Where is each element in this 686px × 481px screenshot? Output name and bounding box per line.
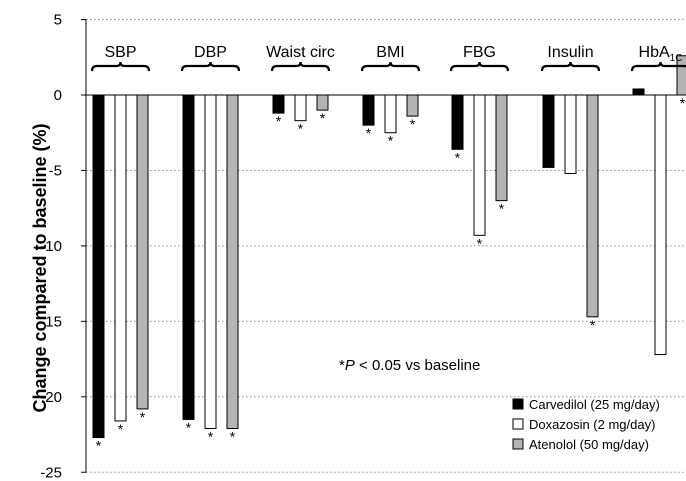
category-brace [449, 61, 510, 72]
bar-2-5 [473, 94, 486, 236]
category-label: DBP [194, 44, 227, 61]
significance-marker: * [96, 438, 102, 454]
category-label: BMI [376, 44, 404, 61]
y-tick-label: -15 [40, 313, 62, 330]
significance-marker: * [118, 421, 124, 437]
bar-3-5 [495, 94, 508, 202]
bar-2-6 [564, 94, 577, 174]
bar-3-6 [586, 94, 599, 318]
bar-3-2 [226, 94, 239, 429]
bar-2-7 [654, 94, 667, 356]
category-brace [180, 61, 241, 72]
significance-marker: * [298, 121, 304, 137]
y-tick-label: -25 [40, 464, 62, 481]
significance-marker: * [140, 409, 146, 425]
legend: Carvedilol (25 mg/day) Doxazosin (2 mg/da… [512, 397, 660, 452]
significance-marker: * [388, 133, 394, 149]
bar-3-3 [316, 94, 329, 111]
y-tick-label: -20 [40, 389, 62, 406]
category-label: Insulin [547, 44, 593, 61]
y-axis-label: Change compared to baseline (%) [30, 123, 50, 412]
category-label: SBP [104, 44, 136, 61]
category-brace [360, 61, 421, 72]
legend-label: Atenolol (50 mg/day) [529, 437, 649, 452]
significance-marker: * [320, 110, 326, 126]
bar-2-2 [204, 94, 217, 429]
significance-marker: * [230, 428, 236, 444]
y-tick-label: 5 [54, 12, 62, 29]
bar-1-1 [92, 94, 105, 439]
y-tick-labels: 5 0 -5 -10 -15 -20 -25 [40, 12, 62, 481]
y-tick-label: -10 [40, 238, 62, 255]
y-tick-label: 0 [54, 87, 62, 104]
category-label: Waist circ [266, 44, 335, 61]
bar-1-5 [451, 94, 464, 150]
category-brace [540, 61, 601, 72]
significance-marker: * [455, 149, 461, 165]
bar-3-4 [406, 94, 419, 117]
category-brace [270, 61, 331, 72]
bar-2-3 [294, 94, 307, 122]
bar-1-3 [272, 94, 285, 114]
legend-label: Doxazosin (2 mg/day) [529, 417, 655, 432]
significance-marker: * [477, 235, 483, 251]
significance-marker: * [186, 419, 192, 435]
bar-2-4 [384, 94, 397, 134]
bar-1-6 [542, 94, 555, 168]
significance-marker: * [590, 317, 596, 333]
significance-marker: * [680, 95, 686, 111]
legend-label: Carvedilol (25 mg/day) [529, 397, 660, 412]
bar-1-2 [182, 94, 195, 420]
bar-2-1 [114, 94, 127, 422]
category-brace [630, 61, 686, 72]
significance-marker: * [499, 201, 505, 217]
significance-marker: * [410, 116, 416, 132]
category-label: HbA1C [639, 44, 683, 64]
legend-swatch [512, 438, 524, 450]
legend-swatch [512, 418, 524, 430]
legend-swatch [512, 398, 524, 410]
bar-1-4 [362, 94, 375, 126]
category-label: FBG [463, 44, 496, 61]
significance-marker: * [366, 125, 372, 141]
bar-3-1 [136, 94, 149, 410]
significance-marker: * [208, 428, 214, 444]
significance-marker: * [276, 113, 282, 129]
category-brace [90, 61, 151, 72]
significance-note: *P < 0.05 vs baseline [339, 357, 480, 374]
category-labels: SBP DBP Waist circ BMI FBG Insulin HbA1C [90, 44, 686, 72]
bar-1-7 [632, 88, 645, 96]
bars [92, 55, 686, 439]
bar-3-7 [676, 55, 686, 96]
significance-markers: * * * * * * * * * * * * * * * * * [96, 95, 686, 454]
y-tick-label: -5 [49, 162, 62, 179]
